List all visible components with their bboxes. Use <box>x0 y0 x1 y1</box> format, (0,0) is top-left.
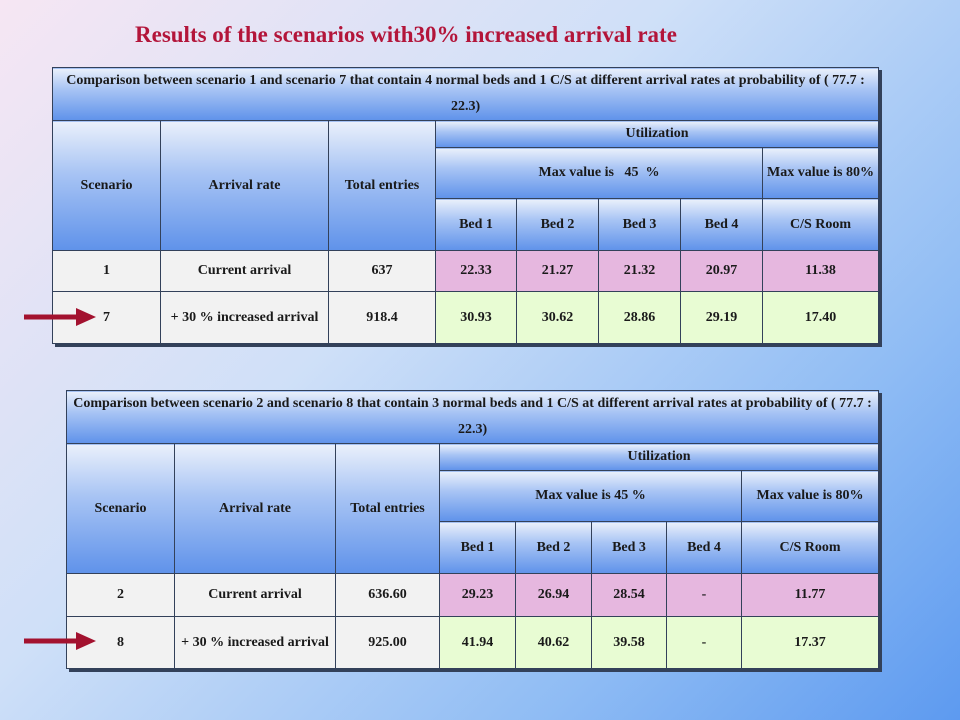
cell-bed-1: 30.93 <box>435 291 517 344</box>
table-caption: Comparison between scenario 1 and scenar… <box>51 67 880 121</box>
cell-cs: 17.40 <box>761 291 880 344</box>
header-utilization: Utilization <box>438 443 880 471</box>
cell-bed-4: 29.19 <box>680 291 763 344</box>
cell-scenario: 2 <box>66 573 175 617</box>
table-row: 1 Current arrival 637 22.33 21.27 21.32 … <box>52 250 880 292</box>
cell-bed-1: 29.23 <box>439 573 516 617</box>
cell-arrival: + 30 % increased arrival <box>174 616 336 669</box>
cell-bed-3: 28.54 <box>591 573 667 617</box>
header-bed-1: Bed 1 <box>435 198 517 251</box>
header-bed-2: Bed 2 <box>515 521 592 574</box>
header-max-cs: Max value is 80% <box>761 147 880 199</box>
cell-cs: 11.38 <box>761 250 880 292</box>
cell-bed-3: 39.58 <box>591 616 667 669</box>
cell-total: 636.60 <box>335 573 440 617</box>
header-scenario: Scenario <box>66 443 175 574</box>
cell-bed-1: 41.94 <box>439 616 516 669</box>
header-utilization: Utilization <box>434 120 880 148</box>
header-max-beds: Max value is 45 % <box>439 470 742 522</box>
header-cs-room: C/S Room <box>740 521 880 574</box>
page-title: Results of the scenarios with30% increas… <box>135 22 677 47</box>
header-bed-3: Bed 3 <box>591 521 667 574</box>
table-row: 2 Current arrival 636.60 29.23 26.94 28.… <box>66 573 880 617</box>
cell-arrival: Current arrival <box>160 250 329 292</box>
header-max-cs: Max value is 80% <box>740 470 880 522</box>
header-bed-2: Bed 2 <box>516 198 599 251</box>
cell-cs: 17.37 <box>740 616 880 669</box>
cell-bed-3: 21.32 <box>598 250 681 292</box>
header-scenario: Scenario <box>52 120 161 251</box>
comparison-table-2: Comparison between scenario 2 and scenar… <box>65 390 880 669</box>
cell-arrival: + 30 % increased arrival <box>160 291 329 344</box>
header-total-entries: Total entries <box>328 120 436 251</box>
header-bed-1: Bed 1 <box>439 521 516 574</box>
header-arrival-rate: Arrival rate <box>160 120 329 251</box>
header-total-entries: Total entries <box>335 443 440 574</box>
cell-bed-2: 21.27 <box>516 250 599 292</box>
header-bed-3: Bed 3 <box>598 198 681 251</box>
cell-bed-4: - <box>666 616 742 669</box>
cell-total: 637 <box>328 250 436 292</box>
header-arrival-rate: Arrival rate <box>174 443 336 574</box>
cell-cs: 11.77 <box>740 573 880 617</box>
arrow-right-icon <box>24 632 96 650</box>
cell-scenario: 1 <box>52 250 161 292</box>
table-caption: Comparison between scenario 2 and scenar… <box>65 390 880 444</box>
cell-bed-1: 22.33 <box>435 250 517 292</box>
cell-arrival: Current arrival <box>174 573 336 617</box>
arrow-right-icon <box>24 308 96 326</box>
cell-bed-3: 28.86 <box>598 291 681 344</box>
comparison-table-1: Comparison between scenario 1 and scenar… <box>51 67 880 344</box>
table-row: 8 + 30 % increased arrival 925.00 41.94 … <box>66 616 880 669</box>
table-row: 7 + 30 % increased arrival 918.4 30.93 3… <box>52 291 880 344</box>
header-bed-4: Bed 4 <box>666 521 742 574</box>
cell-bed-4: 20.97 <box>680 250 763 292</box>
cell-total: 918.4 <box>328 291 436 344</box>
header-bed-4: Bed 4 <box>680 198 763 251</box>
cell-scenario: 7 <box>52 291 161 344</box>
cell-bed-2: 26.94 <box>515 573 592 617</box>
cell-total: 925.00 <box>335 616 440 669</box>
header-cs-room: C/S Room <box>761 198 880 251</box>
cell-bed-2: 30.62 <box>516 291 599 344</box>
header-max-beds: Max value is 45 % <box>435 147 763 199</box>
cell-bed-4: - <box>666 573 742 617</box>
cell-bed-2: 40.62 <box>515 616 592 669</box>
